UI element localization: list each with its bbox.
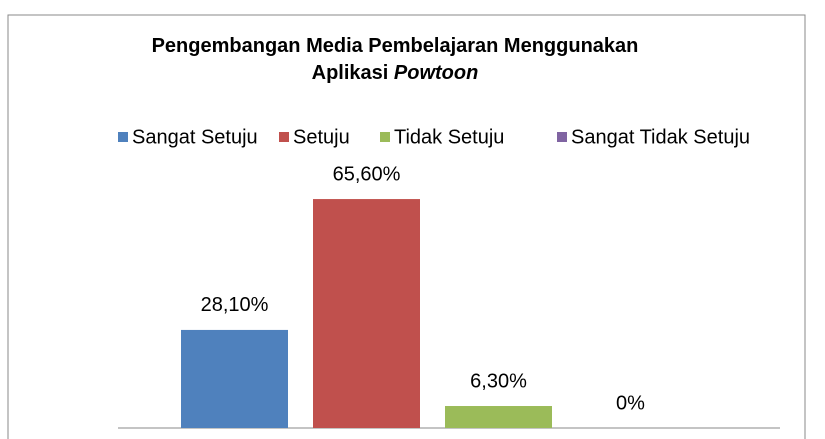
chart-frame [7, 14, 806, 439]
value-label: 65,60% [333, 163, 401, 185]
value-label: 28,10% [201, 294, 269, 316]
title-italic: Powtoon [394, 62, 478, 84]
legend-label: Setuju [293, 126, 350, 148]
value-label: 6,30% [470, 370, 527, 392]
value-label: 0% [616, 392, 645, 414]
legend-label: Sangat Setuju [132, 126, 258, 148]
bar [445, 406, 552, 428]
legend-label: Sangat Tidak Setuju [571, 126, 750, 148]
chart-title: Pengembangan Media Pembelajaran Mengguna… [152, 35, 639, 57]
chart-title: Aplikasi Powtoon [312, 62, 479, 84]
legend-swatch [118, 132, 128, 142]
legend-swatch [557, 132, 567, 142]
bar [313, 199, 420, 428]
legend-swatch [279, 132, 289, 142]
legend-label: Tidak Setuju [394, 126, 504, 148]
title-line: Aplikasi [312, 62, 389, 84]
bar [181, 329, 288, 428]
legend-swatch [380, 132, 390, 142]
title-line: Pengembangan Media Pembelajaran Mengguna… [152, 35, 639, 57]
